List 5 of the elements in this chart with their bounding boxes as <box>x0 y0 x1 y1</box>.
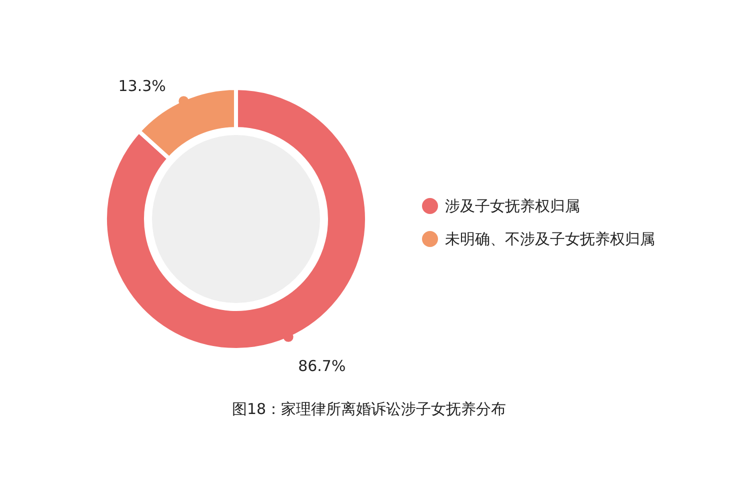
data-label: 13.3% <box>118 77 166 96</box>
data-label: 86.7% <box>298 356 346 375</box>
legend-label: 涉及子女抚养权归属 <box>445 197 580 215</box>
legend-label: 未明确、不涉及子女抚养权归属 <box>445 230 655 248</box>
text: 图18：家理律所离婚诉讼涉子女抚养分布 <box>232 400 506 418</box>
